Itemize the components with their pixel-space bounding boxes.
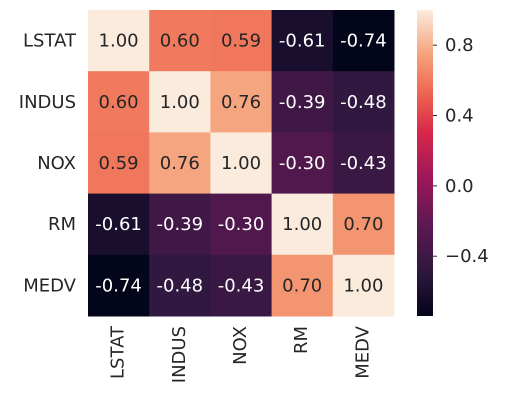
cell-value-label: 1.00 (282, 214, 322, 235)
cell-value-label: 1.00 (160, 92, 200, 113)
heatmap-cell (271, 254, 334, 317)
heatmap-cell (332, 132, 395, 195)
cell-value-label: -0.74 (95, 275, 142, 296)
cell-value-label: 0.76 (221, 92, 261, 113)
heatmap-cell (271, 10, 334, 72)
cell-value-label: -0.61 (95, 214, 142, 235)
heatmap-cell (149, 71, 211, 133)
column-label: INDUS (169, 326, 190, 383)
row-label: INDUS (19, 92, 76, 113)
cell-value-label: -0.74 (340, 31, 387, 52)
column-label: NOX (230, 326, 251, 365)
cell-value-label: 0.70 (343, 214, 383, 235)
column-labels: LSTAT INDUS NOX RM MEDV (108, 325, 374, 383)
cell-value-label: 0.59 (99, 153, 139, 174)
heatmap-cell (332, 193, 395, 256)
cell-value-label: 1.00 (221, 153, 261, 174)
row-label: MEDV (23, 275, 76, 296)
colorbar-tick-label: 0.0 (445, 176, 474, 197)
heatmap-cell (88, 10, 150, 72)
cell-value-label: -0.48 (340, 92, 387, 113)
cell-value-label: 0.59 (221, 31, 261, 52)
heatmap-cell (271, 71, 334, 133)
heatmap-cell (149, 132, 211, 195)
heatmap-cell (332, 254, 395, 317)
heatmap-cell (149, 193, 211, 256)
column-label: LSTAT (108, 325, 129, 379)
cell-value-label: 0.76 (160, 153, 200, 174)
heatmap-cell (149, 254, 211, 317)
cell-value-label: 0.60 (160, 31, 200, 52)
heatmap-cell (210, 132, 273, 195)
cell-value-label: 0.70 (282, 275, 322, 296)
heatmap-cell (88, 254, 150, 317)
heatmap-cell (210, 10, 273, 72)
cell-value-label: 0.60 (99, 92, 139, 113)
heatmap-cell (88, 71, 150, 133)
heatmap-cell (210, 254, 273, 317)
cell-value-label: -0.43 (340, 153, 387, 174)
row-labels: LSTAT INDUS NOX RM MEDV (19, 31, 77, 297)
cell-value-label: -0.43 (218, 275, 265, 296)
cell-value-label: -0.61 (279, 31, 326, 52)
column-label: RM (291, 326, 312, 354)
column-label: MEDV (352, 325, 373, 378)
heatmap-cell (88, 132, 150, 195)
heatmap-cell (210, 71, 273, 133)
heatmap-cell (210, 193, 273, 256)
cell-value-label: 1.00 (99, 31, 139, 52)
colorbar-tick-label: −0.4 (445, 246, 489, 267)
colorbar (417, 10, 433, 316)
cell-value-label: -0.48 (157, 275, 204, 296)
colorbar-tick-label: 0.4 (445, 106, 474, 127)
cell-value-label: 1.00 (343, 275, 383, 296)
cell-value-label: -0.39 (279, 92, 326, 113)
cell-value-label: -0.30 (279, 153, 326, 174)
heatmap-cell (332, 10, 395, 72)
colorbar-ticks: 0.8 0.4 0.0 −0.4 (433, 35, 489, 267)
heatmap-cell (271, 132, 334, 195)
row-label: LSTAT (23, 31, 77, 52)
heatmap-cell (88, 193, 150, 256)
heatmap-cell (332, 71, 395, 133)
heatmap-cell (271, 193, 334, 256)
heatmap-cells: 1.00 0.60 0.59 -0.61 -0.740.60 1.00 0.76 -0.39-… (88, 10, 395, 317)
cell-value-label: -0.39 (157, 214, 204, 235)
row-label: NOX (37, 153, 76, 174)
row-label: RM (48, 214, 76, 235)
heatmap-cell (149, 10, 211, 72)
cell-value-label: -0.30 (218, 214, 265, 235)
colorbar-tick-label: 0.8 (445, 35, 474, 56)
